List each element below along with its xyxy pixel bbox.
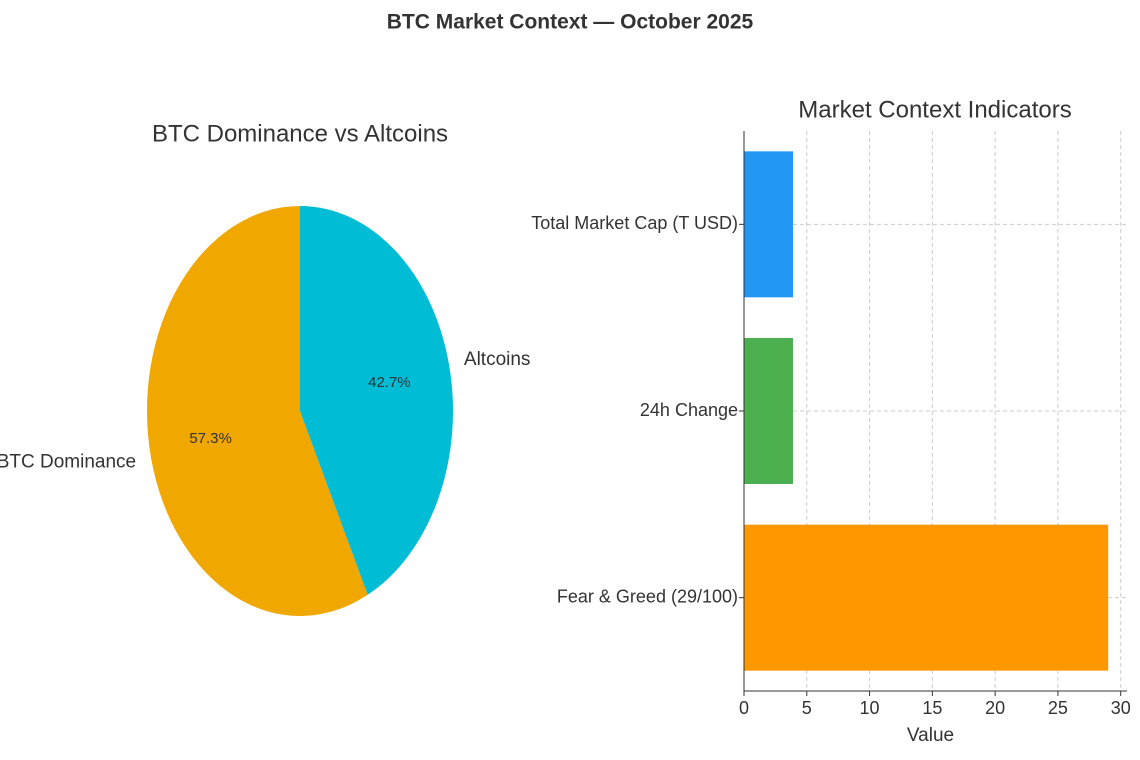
bar: [744, 338, 793, 484]
y-tick-label: Fear & Greed (29/100): [557, 586, 738, 606]
bar-title: Market Context Indicators: [798, 96, 1071, 123]
bar: [744, 151, 793, 298]
pie-slice: [147, 206, 368, 616]
pie-category-label: BTC Dominance: [0, 451, 136, 472]
y-tick-label: Total Market Cap (T USD): [531, 213, 738, 233]
x-tick-label: 15: [922, 698, 942, 718]
x-tick-label: 10: [860, 698, 880, 718]
pie-title: BTC Dominance vs Altcoins: [152, 120, 448, 147]
pie-value-label: 42.7%: [368, 374, 411, 391]
pie-value-label: 57.3%: [189, 430, 232, 447]
pie-category-label: Altcoins: [464, 349, 531, 370]
bar: [744, 524, 1109, 671]
x-tick-label: 25: [1048, 698, 1068, 718]
x-tick-label: 5: [802, 698, 812, 718]
figure-title: BTC Market Context — October 2025: [387, 11, 754, 34]
pie-slice: [300, 206, 453, 595]
x-tick-label: 0: [739, 698, 749, 718]
x-tick-label: 20: [985, 698, 1005, 718]
y-tick-label: 24h Change: [640, 400, 738, 420]
x-tick-label: 30: [1111, 698, 1131, 718]
x-axis-label: Value: [907, 725, 954, 746]
